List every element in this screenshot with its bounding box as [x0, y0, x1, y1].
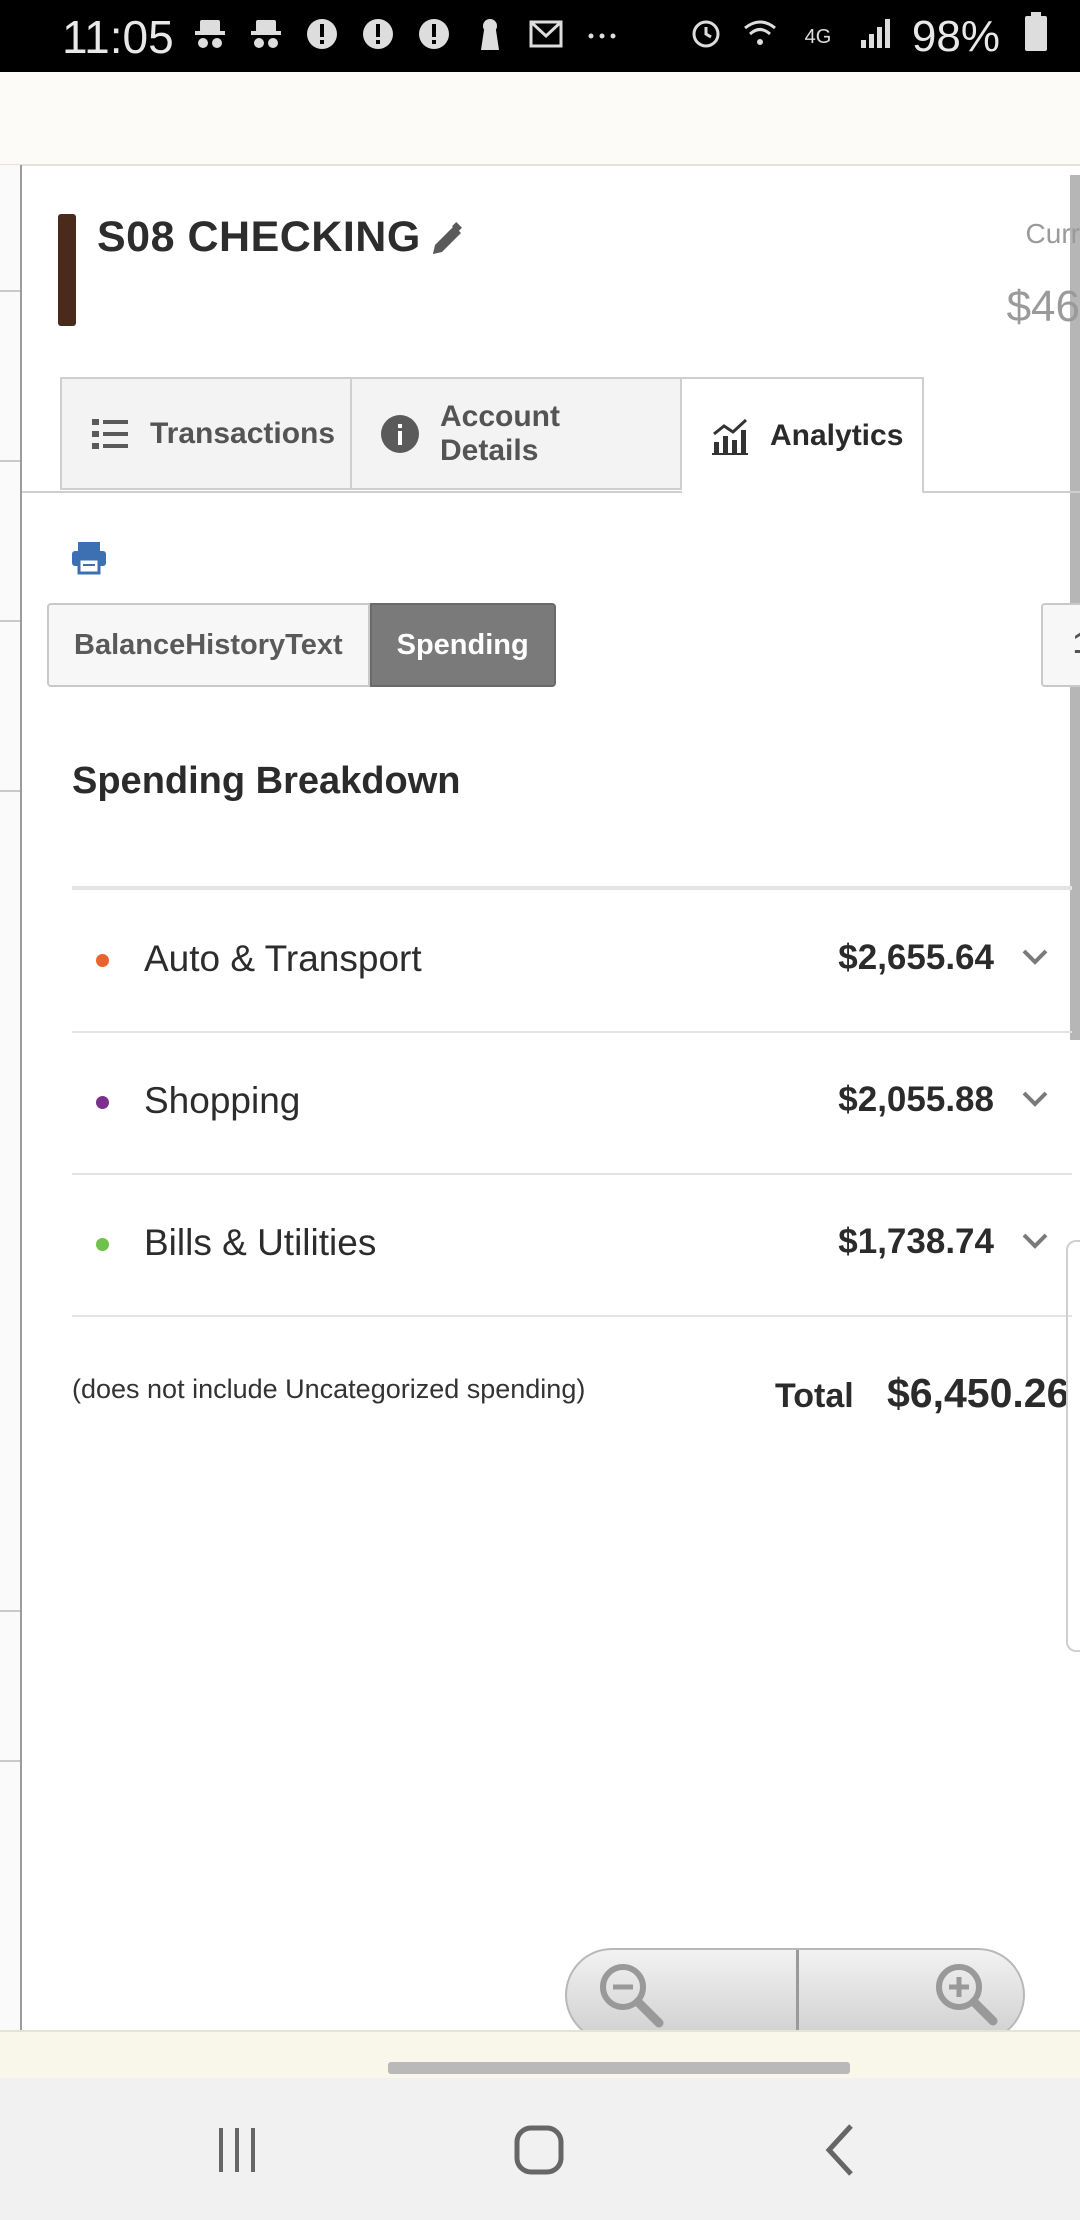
section-title: Spending Breakdown	[72, 760, 461, 802]
more-icon	[584, 16, 620, 61]
recent-apps-icon	[219, 2128, 255, 2172]
current-balance-value: $46	[1006, 282, 1080, 331]
tab-transactions[interactable]: Transactions	[60, 377, 352, 490]
recent-apps-button[interactable]	[202, 2118, 272, 2182]
chevron-down-icon[interactable]	[1020, 1088, 1050, 1110]
account-title: S08 CHECKING	[97, 213, 421, 261]
info-icon	[380, 414, 420, 454]
status-bar: 11:05 4G	[0, 0, 1080, 72]
tab-account-details[interactable]: Account Details	[352, 377, 682, 490]
right-panel-edge	[1066, 1240, 1080, 1652]
zoom-in-icon	[936, 1964, 998, 2026]
tab-account-details-label: Account Details	[440, 399, 560, 467]
category-row[interactable]: Shopping $2,055.88	[72, 1032, 1072, 1175]
tab-transactions-label: Transactions	[150, 416, 336, 450]
back-icon	[825, 2124, 853, 2176]
total-value: $6,450.26	[887, 1370, 1070, 1416]
home-button[interactable]	[504, 2118, 574, 2182]
print-icon[interactable]	[70, 540, 108, 576]
category-amount: $1,738.74	[838, 1222, 994, 1261]
category-dot	[96, 1238, 109, 1251]
account-tabs: Transactions Account Details Analytics	[60, 377, 924, 494]
category-amount: $2,055.88	[838, 1080, 994, 1119]
zoom-in-button[interactable]	[799, 1950, 1024, 2040]
app-header-band	[0, 72, 1080, 166]
left-panel-edge	[0, 165, 22, 2030]
wifi-icon	[742, 14, 778, 60]
spending-button[interactable]: Spending	[369, 603, 556, 687]
tab-analytics-label: Analytics	[770, 418, 904, 452]
chevron-down-icon[interactable]	[1020, 1230, 1050, 1252]
system-nav-bar	[0, 2078, 1080, 2220]
keyhole-icon	[472, 16, 508, 61]
battery-icon	[1018, 12, 1054, 62]
period-selector[interactable]: 1	[1041, 603, 1080, 687]
zoom-control	[565, 1948, 1025, 2042]
signal-icon	[858, 14, 894, 60]
category-amount: $2,655.64	[838, 938, 994, 977]
incognito-icon	[192, 16, 228, 61]
category-dot	[96, 1096, 109, 1109]
alert-icon	[416, 16, 452, 61]
section-divider	[72, 886, 1072, 890]
status-time: 11:05	[62, 11, 174, 63]
current-balance-label: Curr	[1025, 218, 1080, 249]
gmail-icon	[528, 16, 564, 61]
page-load-bar	[388, 2062, 850, 2074]
view-toggle: BalanceHistoryText Spending	[47, 603, 556, 687]
alarm-icon	[688, 14, 724, 60]
category-row[interactable]: Auto & Transport $2,655.64	[72, 890, 1072, 1033]
account-color-bar	[58, 214, 76, 326]
tabs-divider	[22, 491, 1080, 493]
total-label: Total	[775, 1377, 854, 1415]
lte-icon: 4G	[804, 25, 832, 48]
edit-pencil-icon[interactable]	[425, 218, 469, 262]
incognito-icon	[248, 16, 284, 61]
notification-icons	[192, 16, 620, 61]
category-dot	[96, 954, 109, 967]
category-name: Bills & Utilities	[144, 1222, 377, 1263]
battery-percent: 98%	[911, 12, 1000, 61]
uncategorized-note: (does not include Uncategorized spending…	[72, 1374, 586, 1404]
back-button[interactable]	[808, 2118, 878, 2182]
zoom-out-button[interactable]	[567, 1950, 799, 2040]
list-icon	[90, 414, 130, 454]
analytics-icon	[710, 416, 750, 456]
alert-icon	[360, 16, 396, 61]
category-row[interactable]: Bills & Utilities $1,738.74	[72, 1174, 1072, 1317]
category-name: Auto & Transport	[144, 938, 422, 979]
chevron-down-icon[interactable]	[1020, 946, 1050, 968]
alert-icon	[304, 16, 340, 61]
tab-analytics[interactable]: Analytics	[682, 377, 924, 494]
system-icons: 4G 98%	[688, 12, 1054, 62]
category-name: Shopping	[144, 1080, 301, 1121]
zoom-out-icon	[600, 1964, 664, 2028]
balance-history-button[interactable]: BalanceHistoryText	[47, 603, 370, 687]
home-icon	[514, 2125, 564, 2175]
